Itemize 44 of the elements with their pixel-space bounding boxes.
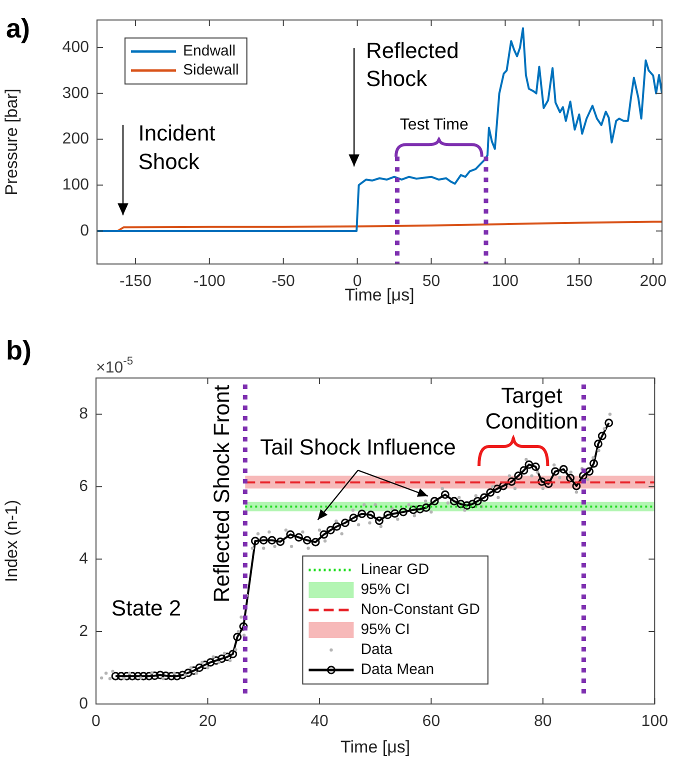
x-tick-label: 0 bbox=[92, 713, 101, 730]
annotation: Test Time bbox=[400, 116, 468, 134]
x-tick-label: 100 bbox=[492, 273, 519, 290]
x-axis-title: Time [μs] bbox=[344, 285, 414, 304]
x-tick-label: 60 bbox=[422, 713, 440, 730]
y-tick-label: 400 bbox=[62, 38, 90, 56]
x-tick-label: -50 bbox=[272, 273, 296, 290]
x-tick-label: 100 bbox=[641, 713, 668, 730]
y-tick-label: 200 bbox=[62, 130, 90, 148]
annotation: Incident Shock bbox=[138, 120, 216, 174]
x-tick-label: 40 bbox=[310, 713, 328, 730]
y-tick-label: 4 bbox=[79, 550, 88, 568]
x-tick-label: 80 bbox=[534, 713, 552, 730]
y-tick-label: 6 bbox=[79, 478, 88, 496]
x-tick-label: -150 bbox=[119, 273, 152, 290]
x-tick-label: 200 bbox=[640, 273, 667, 290]
x-tick-label: 50 bbox=[422, 273, 440, 290]
y-tick-label: 0 bbox=[80, 222, 90, 240]
legend-label: Sidewall bbox=[183, 62, 239, 79]
annotation: State 2 bbox=[111, 596, 182, 621]
legend-label: Data bbox=[360, 641, 394, 658]
y-axis-title: Index (n-1) bbox=[2, 500, 21, 582]
x-tick-label: 150 bbox=[566, 273, 593, 290]
y-tick-label: 8 bbox=[79, 406, 88, 423]
y-axis-title: Pressure [bar] bbox=[2, 88, 21, 196]
annotation: Reflected Shock bbox=[366, 38, 459, 91]
legend-label: Linear GD bbox=[360, 561, 430, 578]
legend-label: Endwall bbox=[183, 42, 236, 60]
y-tick-label: 2 bbox=[79, 622, 88, 640]
y-tick-label: 300 bbox=[62, 84, 90, 102]
annotation: Tail Shock Influence bbox=[260, 434, 456, 460]
annotation: Target Condition bbox=[485, 382, 578, 434]
legend-label: Non-Constant GD bbox=[360, 601, 480, 618]
chart-title: b) bbox=[6, 335, 32, 366]
legend-label: Data Mean bbox=[360, 661, 434, 678]
ref-line-label: Reflected Shock Front bbox=[209, 384, 234, 603]
legend-label: 95% CI bbox=[360, 581, 410, 598]
x-tick-label: -100 bbox=[193, 273, 226, 290]
y-tick-label: 0 bbox=[79, 695, 88, 712]
y-tick-label: 100 bbox=[62, 176, 90, 194]
chart-title: a) bbox=[6, 13, 30, 44]
x-tick-label: 20 bbox=[198, 713, 217, 730]
x-axis-title: Time [μs] bbox=[340, 737, 410, 756]
legend-label: 95% CI bbox=[360, 621, 410, 638]
